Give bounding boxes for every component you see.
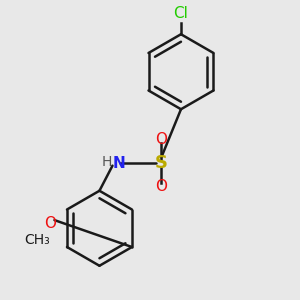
Text: O: O — [155, 132, 167, 147]
Text: N: N — [112, 155, 125, 170]
Text: S: S — [155, 154, 168, 172]
Text: Cl: Cl — [173, 5, 188, 20]
Text: CH₃: CH₃ — [25, 233, 50, 247]
Text: H: H — [101, 155, 112, 169]
Text: O: O — [155, 179, 167, 194]
Text: O: O — [44, 216, 56, 231]
